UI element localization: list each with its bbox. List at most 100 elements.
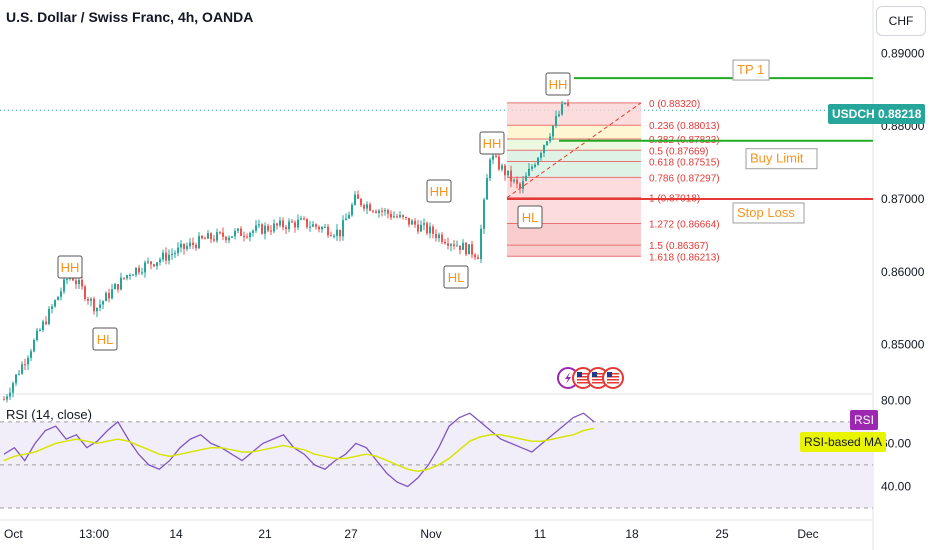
rsi-tick-label: 40.00	[881, 479, 911, 493]
candle-body	[411, 220, 413, 225]
candle-body	[561, 103, 563, 115]
candle-body	[18, 373, 20, 375]
swing-label-box	[57, 255, 83, 279]
trade-level-label: Stop Loss	[737, 205, 795, 220]
candle-body	[420, 224, 422, 232]
candle-body	[417, 224, 419, 232]
swing-label: HL	[522, 210, 539, 225]
fib-level-label: 0.618 (0.87515)	[649, 157, 720, 168]
us-flag-icon[interactable]	[602, 367, 624, 389]
candle-body	[486, 178, 488, 200]
time-tick-label: 21	[258, 527, 272, 541]
candle-body	[336, 229, 338, 236]
candle-body	[444, 241, 446, 244]
swing-label-box	[426, 179, 452, 203]
candle-body	[210, 233, 212, 240]
candle-body	[246, 236, 248, 238]
candle-body	[96, 307, 98, 312]
candle-body	[432, 226, 434, 234]
candle-body	[447, 243, 449, 246]
candle-body	[522, 180, 524, 189]
candle-body	[24, 364, 26, 366]
candle-body	[108, 292, 110, 299]
us-flag-icon[interactable]	[572, 367, 594, 389]
last-price-badge: 0.88218	[874, 104, 926, 124]
candle-body	[459, 245, 461, 251]
candle-body	[531, 166, 533, 169]
price-tick-label: 0.87000	[881, 192, 925, 206]
swing-label: HL	[97, 332, 114, 347]
candle-body	[423, 223, 425, 225]
candle-body	[66, 279, 68, 281]
rsi-tick-label: 60.00	[881, 436, 911, 450]
candle-body	[234, 230, 236, 237]
fib-zone	[507, 223, 641, 246]
candle-body	[78, 279, 80, 285]
candle-body	[306, 218, 308, 228]
candle-body	[132, 274, 134, 276]
fib-zone	[507, 139, 641, 151]
candle-body	[525, 175, 527, 181]
swing-label-box	[92, 327, 118, 351]
candle-body	[360, 198, 362, 206]
candle-body	[39, 330, 41, 332]
candle-body	[54, 300, 56, 307]
candle-body	[405, 216, 407, 218]
candle-body	[102, 301, 104, 305]
candle-body	[414, 220, 416, 225]
candle-body	[33, 340, 35, 352]
candle-body	[501, 165, 503, 170]
candle-body	[333, 235, 335, 237]
candle-body	[528, 168, 530, 176]
candle-body	[516, 179, 518, 184]
candle-body	[177, 247, 179, 254]
candle-body	[549, 136, 551, 142]
candle-body	[492, 155, 494, 160]
candle-body	[519, 183, 521, 189]
candle-body	[489, 159, 491, 179]
candle-body	[399, 215, 401, 218]
candle-body	[12, 383, 14, 393]
swing-label: HL	[448, 270, 465, 285]
candle-body	[57, 296, 59, 301]
candle-body	[540, 152, 542, 158]
trade-level-box	[745, 148, 818, 170]
candle-body	[276, 223, 278, 226]
candle-body	[75, 280, 77, 285]
trade-level-label: Buy Limit	[750, 151, 804, 166]
candle-body	[123, 277, 125, 279]
candle-body	[252, 230, 254, 233]
candle-body	[378, 210, 380, 213]
candle-body	[288, 221, 290, 230]
event-icons[interactable]	[557, 367, 624, 389]
candle-body	[171, 253, 173, 255]
candle-body	[291, 221, 293, 223]
candle-body	[480, 228, 482, 260]
fib-level-label: 1.272 (0.86664)	[649, 219, 720, 230]
candle-body	[84, 286, 86, 299]
candle-body	[168, 254, 170, 261]
fibonacci-retracement[interactable]: 0 (0.88320)0.236 (0.88013)0.382 (0.87823…	[506, 99, 720, 263]
candle-body	[309, 226, 311, 228]
candle-body	[468, 244, 470, 255]
candle-body	[198, 235, 200, 249]
swing-label-box	[545, 72, 571, 96]
candle-body	[312, 224, 314, 227]
candle-body	[477, 257, 479, 260]
candle-body	[99, 304, 101, 308]
candle-body	[36, 330, 38, 341]
candle-body	[363, 205, 365, 209]
candle-body	[6, 396, 8, 400]
candle-body	[534, 164, 536, 167]
currency-button[interactable]: CHF	[876, 6, 926, 36]
candle-body	[438, 234, 440, 239]
trade-level-box	[732, 202, 805, 224]
trade-levels[interactable]: TP 1 Buy Limit Stop Loss	[507, 59, 873, 224]
fib-level-label: 0.5 (0.87669)	[649, 146, 709, 157]
time-tick-label: 18	[625, 527, 639, 541]
candle-body	[153, 264, 155, 267]
candle-body	[330, 235, 332, 237]
candle-body	[321, 227, 323, 230]
